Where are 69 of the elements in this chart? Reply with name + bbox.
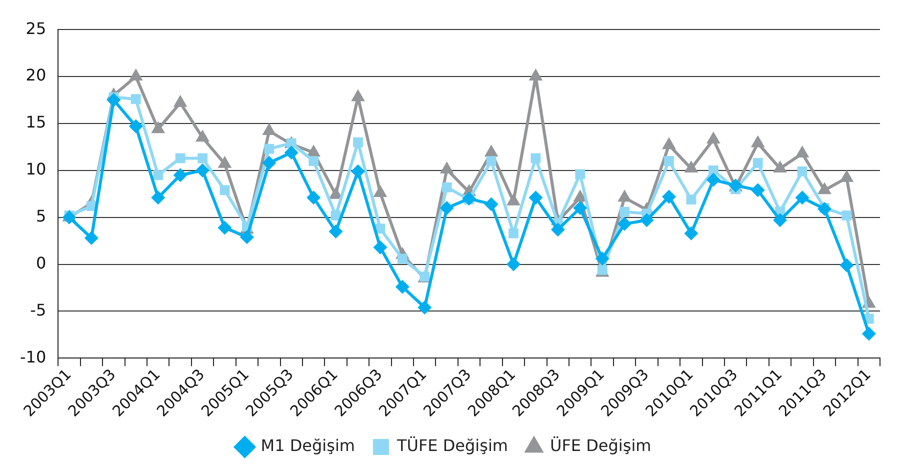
point (484, 197, 498, 212)
point (306, 190, 321, 205)
point (330, 210, 341, 220)
point (618, 216, 632, 231)
point (418, 300, 432, 314)
legend-label: ÜFE Değişim (550, 436, 652, 456)
point (130, 94, 141, 104)
point (686, 194, 696, 204)
point (373, 240, 388, 254)
point (262, 156, 276, 170)
point (328, 224, 343, 238)
point (486, 156, 496, 166)
point (84, 231, 98, 246)
point (750, 183, 765, 198)
point (773, 213, 788, 228)
legend-label: TÜFE Değişim (396, 436, 508, 456)
legend-label: M1 Değişim (260, 436, 355, 456)
point (817, 202, 832, 216)
point (662, 190, 676, 204)
point (573, 200, 588, 215)
point (440, 200, 454, 215)
point (840, 258, 854, 272)
point (442, 182, 452, 192)
point (795, 190, 810, 205)
point (706, 172, 720, 187)
y-tick-label: -10 (20, 347, 46, 366)
point (175, 153, 186, 164)
point (220, 185, 230, 196)
point (353, 137, 363, 148)
point (308, 156, 319, 166)
point (395, 280, 410, 294)
point (684, 226, 698, 240)
point (173, 168, 188, 182)
point (351, 164, 366, 178)
point (128, 119, 143, 134)
y-tick-label: 20 (26, 66, 46, 85)
point (62, 210, 76, 224)
point (106, 93, 121, 108)
point (196, 163, 210, 178)
point (664, 156, 674, 166)
point (218, 220, 232, 235)
point (752, 158, 763, 168)
point (506, 257, 520, 272)
point (530, 153, 541, 164)
y-tick-label: 25 (26, 18, 46, 38)
point (151, 190, 166, 205)
point (264, 144, 274, 154)
point (640, 213, 654, 228)
point (240, 230, 254, 244)
point (620, 206, 630, 217)
y-tick-label: 10 (26, 160, 46, 179)
point (862, 326, 876, 341)
point (153, 170, 164, 180)
point (842, 210, 852, 220)
point (595, 252, 610, 266)
point (198, 153, 208, 164)
y-tick-label: -5 (30, 300, 46, 320)
y-tick-label: 15 (26, 112, 46, 132)
y-tick-label: 0 (36, 253, 46, 272)
point (462, 192, 476, 206)
point (284, 146, 298, 160)
point (797, 166, 808, 176)
point (528, 190, 543, 205)
y-tick-label: 5 (36, 206, 46, 226)
point (550, 222, 565, 237)
point (397, 254, 408, 264)
point (708, 165, 718, 176)
point (508, 228, 518, 238)
point (575, 169, 586, 180)
